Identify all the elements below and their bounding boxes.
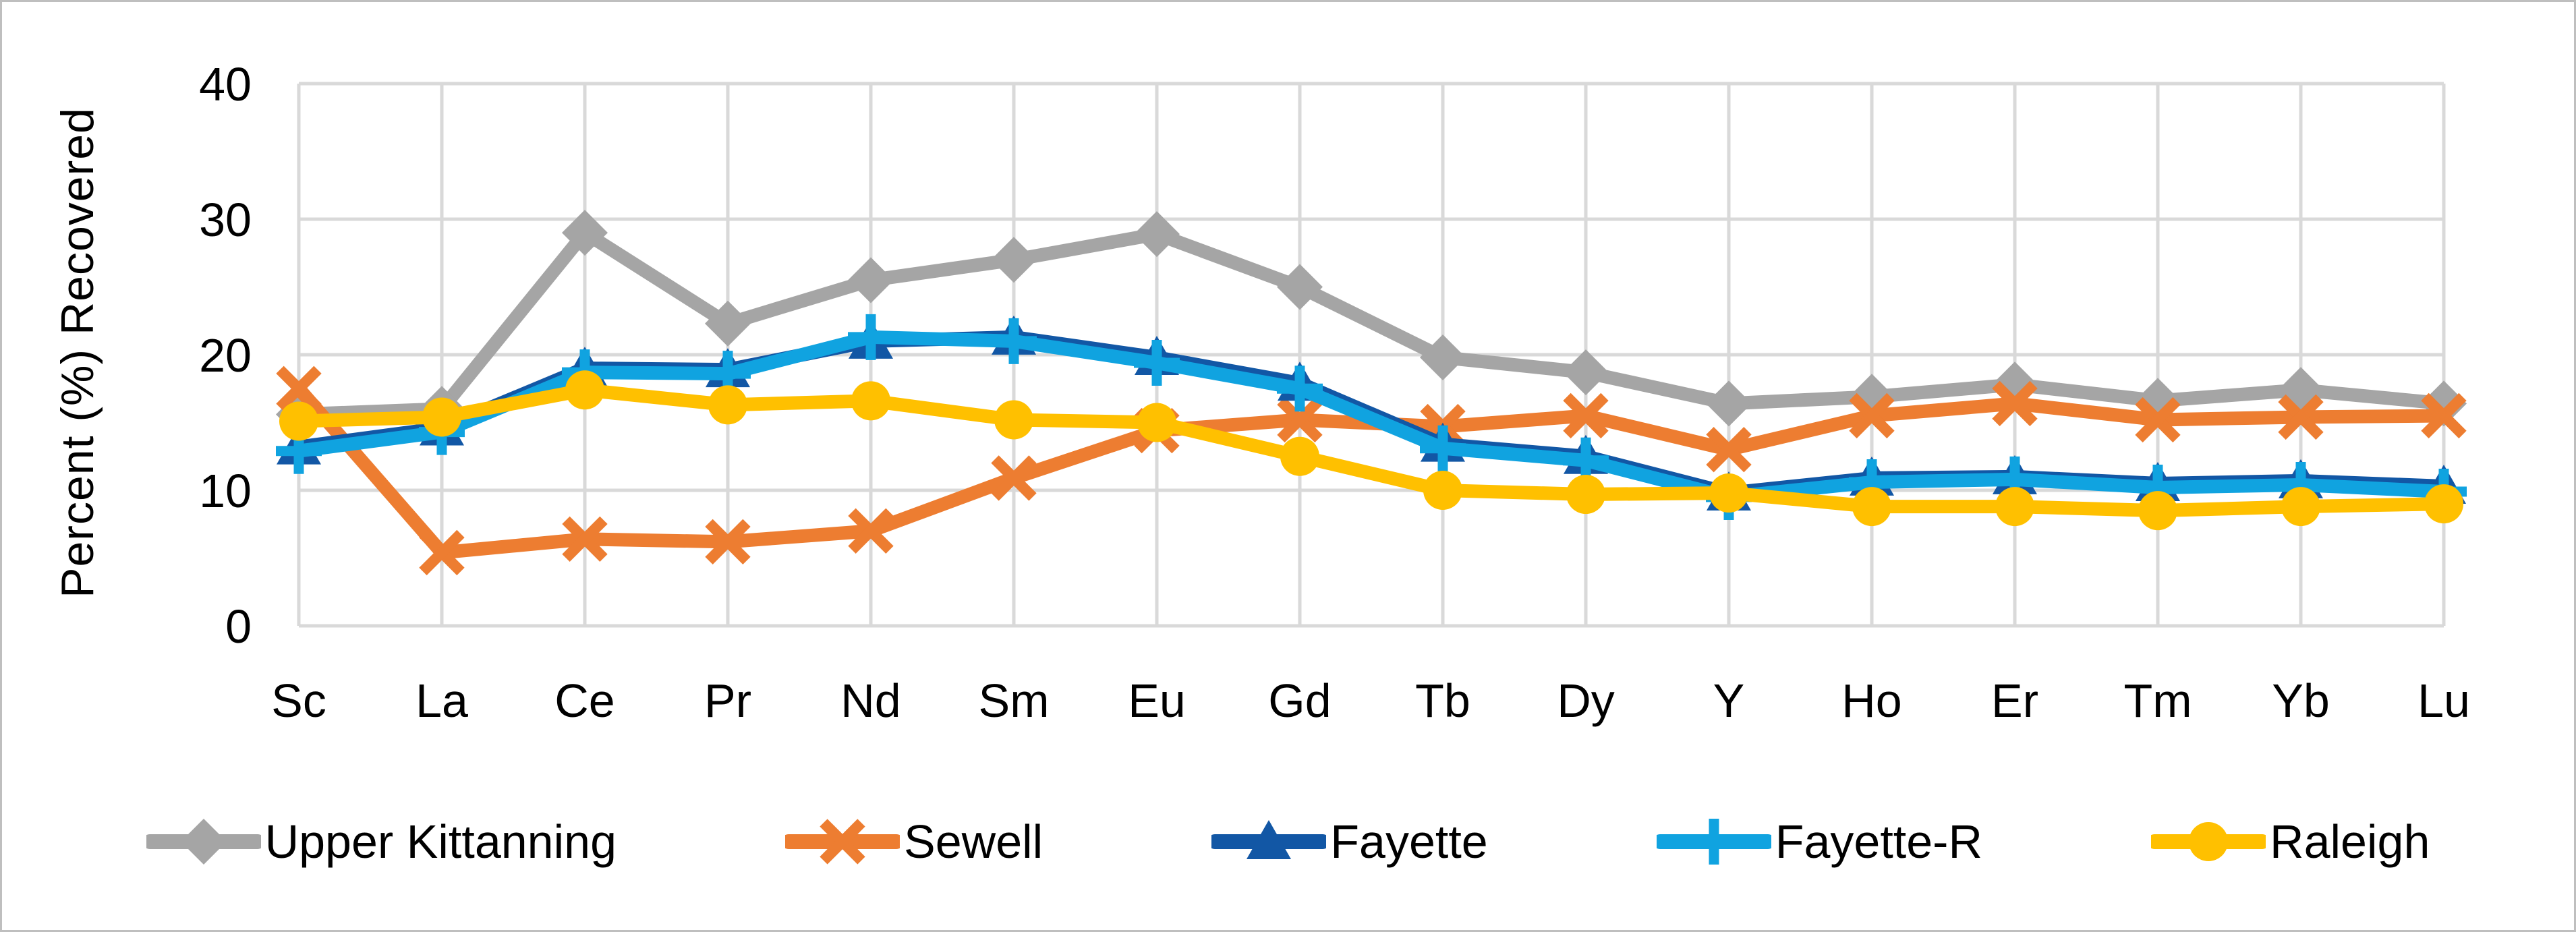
legend-label: Fayette: [1330, 815, 1488, 868]
circle-marker: [708, 385, 747, 425]
legend-item-upper-kittanning: Upper Kittanning: [146, 805, 617, 879]
x-marker: [419, 529, 465, 576]
circle-marker: [851, 381, 890, 421]
circle-marker: [1280, 436, 1319, 476]
x-tick-label: Gd: [1268, 674, 1331, 727]
legend-item-raleigh: Raleigh: [2151, 805, 2430, 879]
x-tick-label: Yb: [2272, 674, 2330, 727]
x-tick-label: Lu: [2417, 674, 2470, 727]
circle-marker: [2138, 491, 2177, 531]
y-tick-label: 0: [225, 600, 252, 653]
x-marker: [1277, 397, 1323, 443]
circle-legend-marker-icon: [2151, 822, 2266, 861]
circle-marker: [279, 401, 318, 441]
legend-item-sewell: Sewell: [785, 805, 1043, 879]
x-tick-label: Ho: [1841, 674, 1901, 727]
x-marker: [562, 516, 608, 562]
triangle-marker: [1247, 820, 1292, 859]
diamond-marker: [562, 210, 608, 256]
diamond-marker: [1277, 264, 1323, 310]
x-legend-marker-icon: [785, 819, 900, 865]
circle-marker: [2424, 484, 2463, 524]
legend-label: Fayette-R: [1775, 815, 1983, 868]
legend-label: Raleigh: [2270, 815, 2430, 868]
diamond-marker: [1563, 349, 1609, 396]
circle-marker: [1423, 471, 1462, 510]
x-marker: [2278, 394, 2324, 440]
x-tick-label: Eu: [1128, 674, 1186, 727]
diamond-marker: [180, 819, 227, 865]
series-line-upper-kittanning: [292, 226, 2451, 421]
x-marker: [2135, 397, 2181, 443]
circle-marker: [1137, 403, 1176, 442]
x-tick-label: Nd: [840, 674, 900, 727]
circle-marker: [2281, 487, 2320, 527]
x-marker: [848, 508, 894, 554]
diamond-marker: [705, 300, 751, 347]
plus-legend-marker-icon: [1656, 819, 1771, 865]
y-tick-label: 40: [199, 58, 252, 111]
circle-marker: [1852, 487, 1891, 527]
legend-label: Sewell: [904, 815, 1043, 868]
x-marker: [991, 455, 1037, 501]
x-tick-label: Sm: [979, 674, 1050, 727]
x-tick-label: La: [416, 674, 468, 727]
x-marker: [1706, 427, 1752, 473]
x-marker: [705, 519, 751, 565]
x-marker: [1563, 392, 1609, 439]
diamond-marker: [991, 237, 1037, 283]
x-tick-label: Y: [1713, 674, 1745, 727]
x-tick-label: Tb: [1415, 674, 1470, 727]
x-tick-label: Tm: [2123, 674, 2192, 727]
diamond-legend-marker-icon: [146, 819, 261, 865]
x-marker: [1849, 392, 1895, 439]
y-tick-label: 30: [199, 194, 252, 246]
legend-label: Upper Kittanning: [264, 815, 617, 868]
x-tick-label: Dy: [1557, 674, 1615, 727]
legend-item-fayette-r: Fayette-R: [1656, 805, 1983, 879]
legend-item-fayette: Fayette: [1211, 805, 1488, 879]
circle-marker: [1709, 473, 1748, 513]
diamond-marker: [1706, 380, 1752, 427]
circle-marker: [565, 370, 604, 410]
x-tick-label: Sc: [271, 674, 326, 727]
y-axis-title: Percent (%) Recovered: [52, 107, 103, 598]
chart-legend: Upper Kittanning Sewell Fayette Fayette-R Ra…: [2, 784, 2574, 899]
y-tick-label: 10: [199, 465, 252, 517]
circle-marker: [1566, 475, 1605, 515]
x-marker: [276, 366, 322, 411]
x-marker: [820, 819, 865, 865]
circle-marker: [2189, 822, 2229, 861]
x-tick-label: Ce: [554, 674, 614, 727]
circle-marker: [422, 397, 461, 437]
series-line-fayette-r: [292, 330, 2451, 504]
x-tick-label: Er: [1991, 674, 2038, 727]
diamond-marker: [1134, 211, 1180, 258]
triangle-legend-marker-icon: [1211, 820, 1327, 859]
x-marker: [2421, 392, 2467, 439]
diamond-marker: [848, 257, 894, 303]
series-line-raleigh: [292, 383, 2451, 518]
diamond-marker: [1420, 334, 1466, 381]
circle-marker: [994, 400, 1033, 440]
x-tick-label: Pr: [704, 674, 751, 727]
y-tick-label: 20: [199, 329, 252, 382]
circle-marker: [1995, 487, 2034, 527]
x-marker: [1992, 380, 2038, 427]
